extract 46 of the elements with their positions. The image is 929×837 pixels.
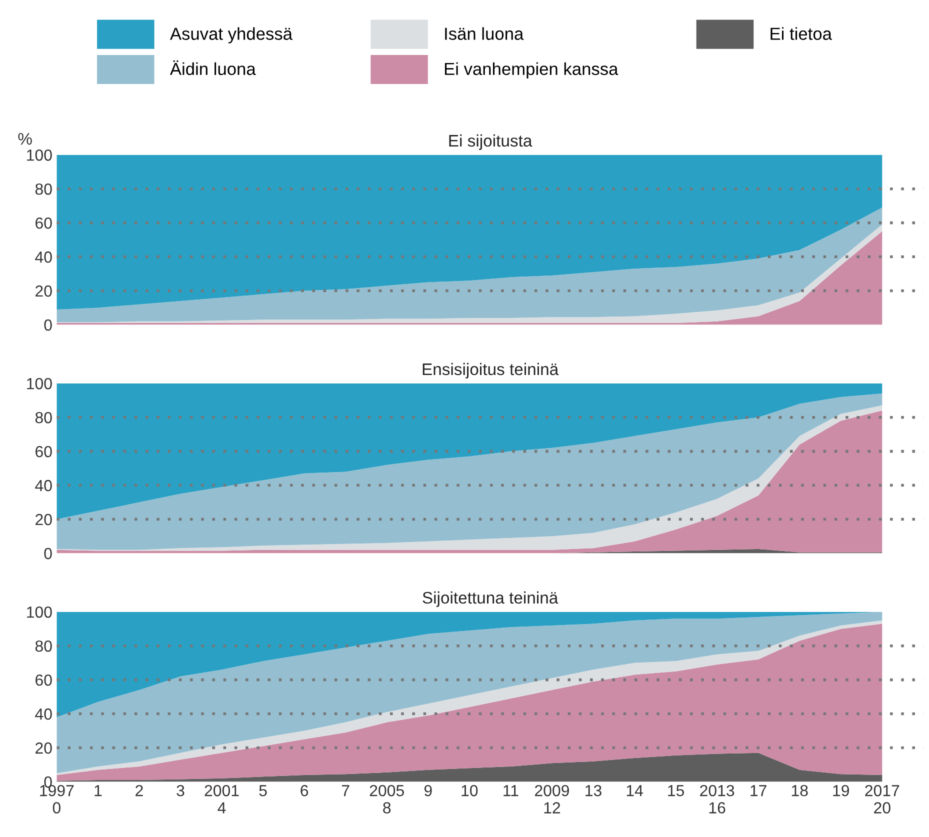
y-tick-label: 20 — [36, 285, 52, 297]
x-tick-label: 2009 12 — [535, 784, 569, 814]
y-tick-label: 60 — [36, 217, 52, 229]
x-tick-label: 7 — [342, 785, 350, 796]
x-tick-label: 2013 16 — [700, 784, 734, 814]
y-tick-label: 20 — [36, 742, 52, 754]
y-tick-label: 100 — [27, 149, 52, 161]
y-tick-label: 100 — [27, 606, 52, 618]
x-tick-label: 2017 20 — [865, 784, 900, 814]
y-tick-label: 0 — [44, 319, 52, 331]
y-tick-label: 0 — [44, 548, 52, 560]
x-tick-label: 10 — [462, 784, 478, 796]
x-tick-label: 14 — [626, 785, 643, 796]
y-tick-label: 40 — [35, 708, 52, 720]
y-tick-label: 80 — [35, 412, 52, 424]
x-tick-label: 9 — [424, 784, 432, 796]
chart-title: Sijoitettuna teininä — [422, 591, 558, 607]
x-tick-label: 2005 8 — [370, 784, 404, 814]
x-tick-label: 1 — [94, 785, 102, 796]
y-tick-label: 40 — [35, 480, 52, 492]
x-tick-label: 3 — [176, 784, 184, 796]
y-axis-title: % — [18, 133, 32, 145]
chart-title: Ensisijoitus teininä — [422, 362, 559, 378]
legend-label: Isän luona — [445, 27, 524, 40]
x-tick-label: 15 — [668, 785, 684, 796]
legend-label: Ei tietoa — [770, 27, 832, 40]
y-tick-label: 60 — [36, 446, 52, 458]
y-tick-label: 60 — [36, 674, 52, 686]
y-tick-label: 80 — [35, 183, 52, 195]
y-tick-label: 20 — [36, 514, 52, 526]
x-tick-label: 19 — [833, 784, 850, 796]
x-tick-label: 17 — [750, 785, 766, 796]
chart-title: Ei sijoitusta — [449, 134, 532, 150]
legend-label: Äidin luona — [170, 60, 256, 76]
x-tick-label: 18 — [792, 784, 808, 796]
legend-label: Ei vanhempien kanssa — [444, 62, 618, 79]
x-tick-label: 6 — [300, 784, 308, 796]
x-tick-label: 5 — [259, 785, 267, 796]
x-tick-label: 13 — [586, 784, 602, 796]
x-tick-label: 2 — [136, 784, 143, 796]
legend-label: Asuvat yhdessä — [170, 27, 292, 44]
y-tick-label: 100 — [27, 378, 52, 390]
x-tick-label: 2001 4 — [204, 784, 239, 814]
y-tick-label: 80 — [35, 640, 52, 652]
x-tick-label: 11 — [504, 785, 518, 796]
y-tick-label: 40 — [35, 251, 52, 263]
